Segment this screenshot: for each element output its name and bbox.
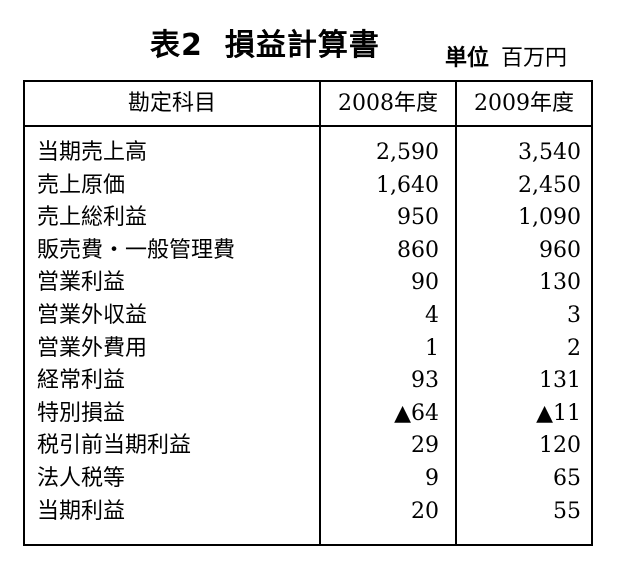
table-row: 営業外費用 1 2 (25, 333, 591, 366)
value-2009: 130 (539, 270, 581, 296)
table-row: 販売費・一般管理費 860 960 (25, 235, 591, 268)
page-title: 表2 損益計算書 (150, 20, 380, 64)
title-main: 損益計算書 (224, 28, 380, 63)
table-row: 売上総利益 950 1,090 (25, 202, 591, 235)
table-row: 経常利益 93 131 (25, 365, 591, 398)
column-header-2009: 2009年度 (474, 91, 574, 116)
value-2008: 2,590 (376, 140, 439, 165)
value-2008: 29 (411, 433, 439, 459)
unit-label: 単位 (445, 46, 490, 71)
account-name: 営業外費用 (37, 335, 148, 361)
column-divider (455, 82, 457, 544)
column-divider (319, 82, 321, 544)
account-name: 税引前当期利益 (37, 433, 192, 459)
value-2009: 131 (539, 368, 581, 394)
column-header-account: 勘定科目 (127, 91, 216, 116)
account-name: 売上総利益 (37, 205, 148, 231)
account-name: 営業利益 (37, 270, 126, 296)
table-row: 営業利益 90 130 (25, 267, 591, 300)
value-2008: 20 (411, 498, 439, 524)
value-2009: 65 (553, 465, 581, 491)
table-row: 法人税等 9 65 (25, 463, 591, 496)
value-2008: 1 (425, 335, 439, 361)
title-prefix: 表2 (150, 28, 203, 63)
value-2008: 860 (397, 237, 439, 263)
table-row: 売上原価 1,640 2,450 (25, 170, 591, 203)
table-row: 当期利益 20 55 (25, 496, 591, 529)
account-name: 経常利益 (37, 368, 126, 394)
value-2009: ▲11 (536, 400, 581, 426)
value-2009: 2,450 (518, 172, 581, 198)
table-row: 特別損益 ▲64 ▲11 (25, 398, 591, 431)
value-2008: ▲64 (394, 400, 439, 426)
account-name: 売上原価 (37, 172, 126, 198)
value-2009: 3 (567, 302, 581, 328)
table-body: 当期売上高 2,590 3,540 売上原価 1,640 2,450 売上総利益 950 1… (25, 137, 591, 528)
account-name: 営業外収益 (37, 302, 148, 328)
value-2009: 1,090 (518, 205, 581, 231)
value-2009: 120 (539, 433, 581, 459)
account-name: 法人税等 (37, 465, 126, 491)
table-header: 勘定科目 2008年度 2009年度 (25, 82, 591, 127)
account-name: 特別損益 (37, 400, 126, 426)
value-2009: 3,540 (518, 140, 581, 165)
account-name: 当期売上高 (37, 140, 148, 165)
value-2009: 55 (553, 498, 581, 524)
table-row: 税引前当期利益 29 120 (25, 430, 591, 463)
table-row: 当期売上高 2,590 3,540 (25, 137, 591, 170)
income-statement-table: 勘定科目 2008年度 2009年度 当期売上高 2,590 3,540 売上原価 1… (23, 80, 593, 546)
value-2008: 93 (411, 368, 439, 394)
value-2008: 90 (411, 270, 439, 296)
account-name: 販売費・一般管理費 (37, 237, 236, 263)
value-2009: 2 (567, 335, 581, 361)
value-2008: 1,640 (376, 172, 439, 198)
value-2008: 950 (397, 205, 439, 231)
value-2009: 960 (539, 237, 581, 263)
value-2008: 4 (425, 302, 439, 328)
header: 表2 損益計算書 単位 百万円 (0, 0, 618, 80)
unit-value: 百万円 (501, 46, 568, 71)
account-name: 当期利益 (37, 498, 126, 524)
table-row: 営業外収益 4 3 (25, 300, 591, 333)
value-2008: 9 (425, 465, 439, 491)
unit-note: 単位 百万円 (445, 40, 567, 72)
column-header-2008: 2008年度 (338, 91, 438, 116)
